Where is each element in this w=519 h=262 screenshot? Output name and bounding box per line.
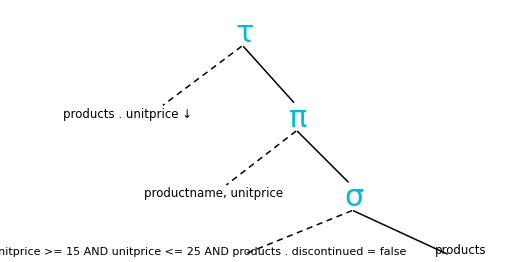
Text: τ: τ <box>235 19 253 48</box>
Text: products . unitprice ↓: products . unitprice ↓ <box>63 108 192 121</box>
Text: productname, unitprice: productname, unitprice <box>144 187 283 200</box>
Text: unitprice >= 15 AND unitprice <= 25 AND products . discontinued = false: unitprice >= 15 AND unitprice <= 25 AND … <box>0 247 406 257</box>
Text: π: π <box>289 104 307 133</box>
Text: products: products <box>434 244 486 257</box>
Text: σ: σ <box>344 183 363 212</box>
